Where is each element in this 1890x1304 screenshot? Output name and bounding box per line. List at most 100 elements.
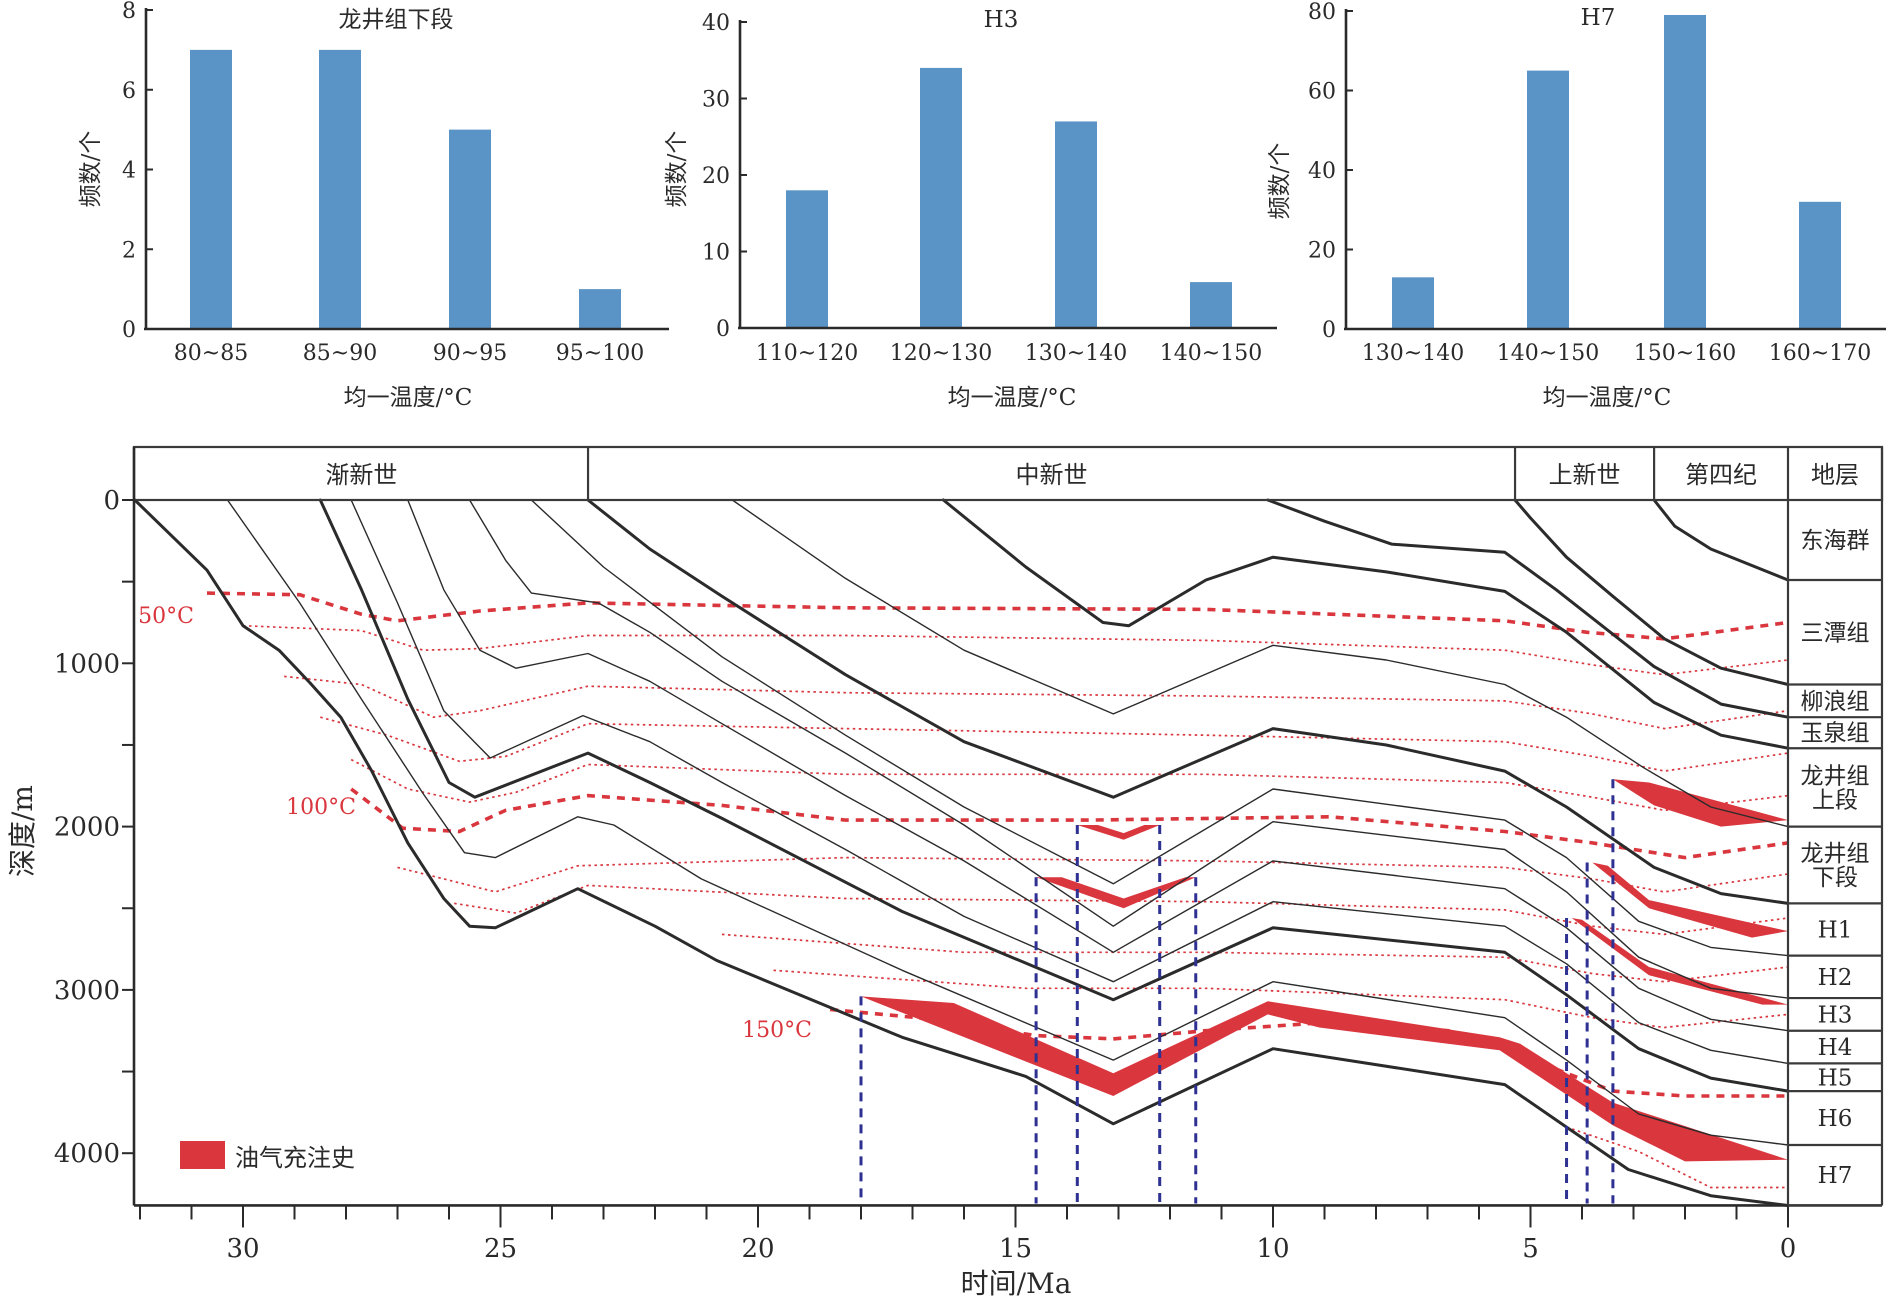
isotherm-minor-line <box>320 716 1789 772</box>
histogram-panel: 0 10 20 30 40 110~120 120~130 130~140 140~150 H3 均… <box>664 7 1277 411</box>
time-tick-label: 10 <box>1256 1234 1289 1264</box>
isotherm-minor-line <box>242 624 1789 676</box>
strata-label: H2 <box>1818 965 1853 991</box>
isotherm-label: 50°C <box>138 604 194 629</box>
burial-curve-minor <box>731 499 1789 828</box>
strata-label: H1 <box>1818 917 1853 943</box>
x-category-label: 90~95 <box>433 341 507 366</box>
y-tick-label: 6 <box>122 79 136 104</box>
isotherm-label: 100°C <box>286 795 356 820</box>
histogram-bar <box>920 67 962 329</box>
burial-curve-major <box>1266 498 1790 719</box>
strata-label: 龙井组 <box>1801 763 1870 789</box>
y-tick-label: 40 <box>702 11 730 36</box>
x-category-label: 150~160 <box>1634 341 1736 366</box>
histogram-title: 龙井组下段 <box>339 7 454 33</box>
strata-label: H3 <box>1818 1002 1853 1028</box>
strata-label: 三潭组 <box>1801 620 1870 646</box>
y-tick-label: 0 <box>1322 318 1336 343</box>
depth-tick-label: 1000 <box>54 649 120 679</box>
legend-label: 油气充注史 <box>235 1144 355 1172</box>
histogram-bar <box>1664 14 1706 329</box>
time-tick-label: 15 <box>999 1234 1032 1264</box>
epoch-label: 上新世 <box>1549 461 1621 489</box>
burial-curve-major <box>1652 498 1790 582</box>
isotherm-minor-line <box>454 884 1789 936</box>
histogram-bar <box>319 49 361 329</box>
histogram-bar <box>579 289 621 329</box>
time-tick-label: 25 <box>484 1234 517 1264</box>
burial-curve-minor <box>407 499 1789 1032</box>
burial-curve-major <box>941 498 1790 750</box>
x-category-label: 95~100 <box>556 341 644 366</box>
histogram-title: H3 <box>984 7 1019 33</box>
charging-event-area <box>1077 825 1160 840</box>
charging-time-lines <box>859 779 1615 1204</box>
x-category-label: 80~85 <box>174 341 248 366</box>
y-tick-label: 0 <box>716 317 730 342</box>
isotherm-minor-line <box>773 969 1789 1029</box>
histogram-bar <box>1055 121 1097 328</box>
charging-event-area <box>861 996 1788 1162</box>
burial-curve-major <box>133 498 1790 1207</box>
y-tick-label: 40 <box>1308 159 1336 184</box>
strata-label: H7 <box>1818 1163 1853 1189</box>
histogram-bar <box>190 49 232 329</box>
isotherm-minor-line <box>284 675 1789 730</box>
strata-label: H5 <box>1818 1065 1853 1091</box>
y-tick-label: 80 <box>1308 0 1336 25</box>
x-category-label: 120~130 <box>890 341 992 366</box>
y-tick-label: 60 <box>1308 80 1336 105</box>
histogram-bar <box>1527 70 1569 329</box>
y-tick-label: 20 <box>702 164 730 189</box>
histogram-bar <box>786 190 828 328</box>
burial-curve-major <box>1513 498 1790 686</box>
burial-curve-major <box>586 498 1790 905</box>
time-tick-label: 30 <box>226 1234 259 1264</box>
burial-curve-minor <box>468 499 1789 999</box>
time-tick-label: 5 <box>1522 1234 1539 1264</box>
strata-label: 东海群 <box>1801 528 1870 554</box>
y-axis-title: 频数/个 <box>78 131 104 208</box>
strata-header: 地层 <box>1811 461 1859 489</box>
burial-curve-major <box>318 498 1790 1093</box>
isotherm-minor-line <box>350 758 1789 812</box>
chart-labels: 50°C 100°C 150°C 渐新世 中新世 上新世 第四纪 地层 30 25 20 15 10 5 0… <box>6 461 1859 1300</box>
depth-tick-label: 3000 <box>54 976 120 1006</box>
y-tick-label: 30 <box>702 88 730 113</box>
time-axis-title: 时间/Ma <box>961 1267 1072 1300</box>
y-axis-title: 频数/个 <box>1267 143 1293 220</box>
x-category-label: 130~140 <box>1025 341 1127 366</box>
legend-item: 油气充注史 <box>180 1141 355 1172</box>
strata-label: 柳浪组 <box>1801 689 1870 715</box>
strata-label: 龙井组 <box>1801 841 1870 867</box>
y-tick-label: 8 <box>122 0 136 24</box>
charging-event-area <box>1612 779 1788 827</box>
epoch-label: 渐新世 <box>325 461 397 489</box>
isotherm-major-line <box>206 591 1789 641</box>
histogram-bar <box>1190 282 1232 328</box>
x-category-label: 140~150 <box>1497 341 1599 366</box>
depth-tick-label: 0 <box>103 486 120 516</box>
burial-curve-minor <box>350 499 1789 1065</box>
time-tick-label: 20 <box>741 1234 774 1264</box>
histogram-bar <box>449 129 491 329</box>
x-category-label: 140~150 <box>1160 341 1262 366</box>
epoch-label: 中新世 <box>1016 461 1088 489</box>
x-axis-title: 均一温度/°C <box>1543 385 1672 411</box>
time-tick-label: 0 <box>1780 1234 1797 1264</box>
y-tick-label: 2 <box>122 238 136 263</box>
histogram-bar <box>1392 277 1434 329</box>
y-tick-label: 0 <box>122 318 136 343</box>
x-category-label: 130~140 <box>1362 341 1464 366</box>
y-axis-title: 频数/个 <box>664 131 690 208</box>
depth-tick-label: 4000 <box>54 1139 120 1169</box>
x-category-label: 160~170 <box>1769 341 1871 366</box>
y-tick-label: 4 <box>122 159 136 184</box>
y-tick-label: 20 <box>1308 239 1336 264</box>
histogram-title: H7 <box>1581 5 1616 31</box>
